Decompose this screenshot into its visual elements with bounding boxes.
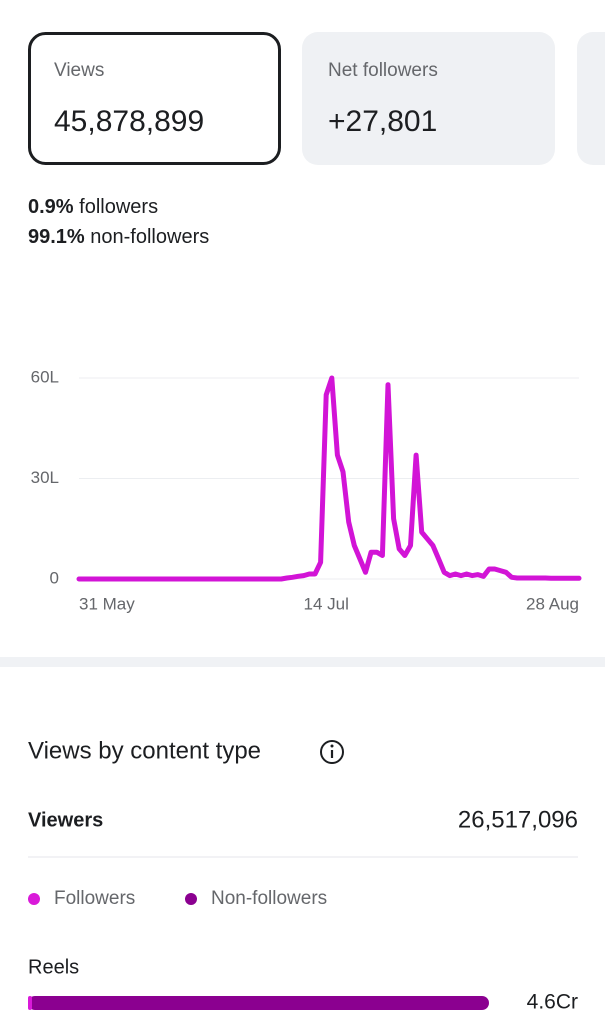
share-label: followers <box>79 196 158 218</box>
card-label: Views <box>54 60 104 81</box>
legend-label: Followers <box>54 888 135 909</box>
y-tick-label: 0 <box>50 568 59 587</box>
y-tick-label: 60L <box>31 367 59 386</box>
info-icon[interactable] <box>320 740 344 764</box>
legend-swatch <box>185 893 197 905</box>
card-value: 45,878,899 <box>54 105 204 138</box>
card-partial[interactable] <box>577 32 605 165</box>
line-chart: 0 30L 60L 31 May 14 Jul 28 Aug <box>31 367 582 613</box>
series-line <box>76 375 582 582</box>
viewers-label: Viewers <box>28 809 103 831</box>
legend: Followers Non-followers <box>28 888 327 909</box>
share: 99.1% <box>28 226 85 248</box>
section-title: Views by content type <box>28 737 261 764</box>
x-tick-label: 28 Aug <box>526 594 579 613</box>
card-label: Net followers <box>328 60 438 81</box>
legend-swatch <box>28 893 40 905</box>
x-tick-label: 31 May <box>79 594 135 613</box>
viewers-value: 26,517,096 <box>458 806 578 833</box>
audience-line: 99.1% non-followers <box>28 226 209 248</box>
reels-bar-followers <box>28 996 32 1010</box>
card-value: +27,801 <box>328 105 437 138</box>
section-divider <box>0 657 605 667</box>
x-tick-label: 14 Jul <box>304 594 349 613</box>
row-value: 4.6Cr <box>527 991 578 1014</box>
card[interactable] <box>302 32 555 165</box>
audience-line: 0.9% followers <box>28 196 158 218</box>
share: 0.9% <box>28 196 74 218</box>
y-tick-label: 30L <box>31 468 59 487</box>
row-label: Reels <box>28 956 79 978</box>
reels-bar <box>28 996 489 1010</box>
legend-label: Non-followers <box>211 888 327 909</box>
card-selected[interactable] <box>28 32 281 165</box>
share-label: non-followers <box>90 226 209 248</box>
